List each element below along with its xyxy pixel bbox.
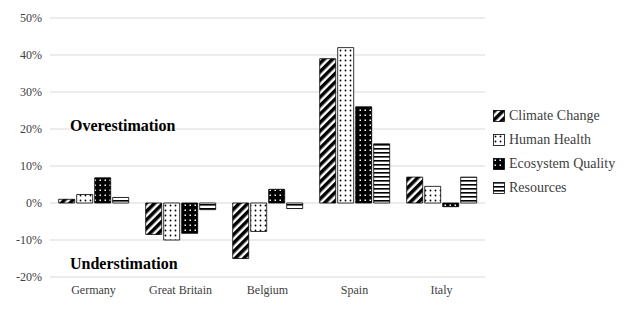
svg-text:-20%: -20% [16,270,42,284]
svg-text:Spain: Spain [341,283,368,297]
svg-text:40%: 40% [20,48,42,62]
html-text:Overestimation: Overestimation [70,117,176,134]
html-text:Climate Change: Climate Change [509,108,600,123]
svg-text:30%: 30% [20,85,42,99]
svg-text:-10%: -10% [16,233,42,247]
html-text:Ecosystem Quality: Ecosystem Quality [509,156,616,171]
html-text:Human Health: Human Health [509,132,591,147]
svg-text:0%: 0% [26,196,42,210]
svg-text:10%: 10% [20,159,42,173]
svg-text:50%: 50% [20,11,42,25]
html-text:Resources: Resources [509,180,567,195]
svg-text:Belgium: Belgium [247,283,289,297]
svg-text:Italy: Italy [431,283,453,297]
svg-text:20%: 20% [20,122,42,136]
svg-text:Germany: Germany [71,283,116,297]
html-text:Understimation: Understimation [70,254,178,272]
svg-text:Great Britain: Great Britain [149,283,212,297]
